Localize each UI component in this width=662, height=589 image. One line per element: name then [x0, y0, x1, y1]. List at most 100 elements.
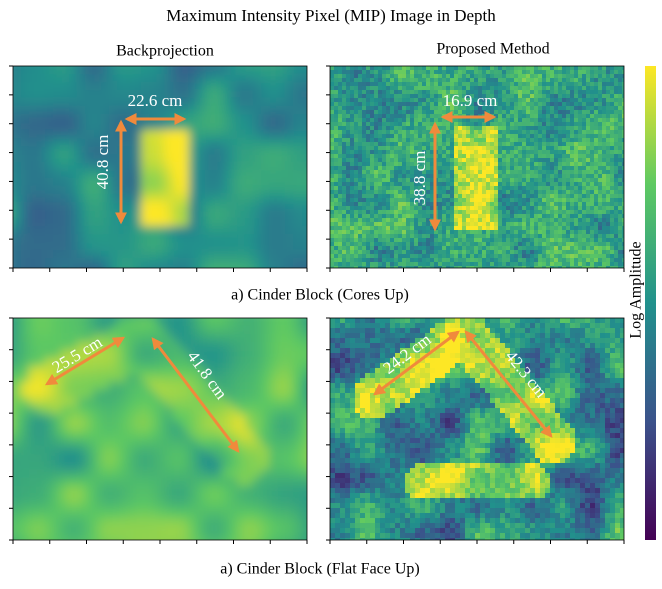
heatmap-cell [406, 222, 411, 227]
heatmap-cell [534, 146, 539, 151]
heatmap-cell [125, 74, 134, 83]
heatmap-cell [173, 154, 182, 163]
heatmap-cell [534, 230, 539, 235]
heatmap-cell [534, 254, 539, 259]
heatmap-cell [342, 190, 347, 195]
heatmap-cell [430, 106, 435, 111]
heatmap-cell [466, 190, 471, 195]
heatmap-cell [338, 234, 343, 239]
heatmap-cell [474, 194, 479, 199]
heatmap-cell [490, 258, 495, 263]
heatmap-cell [554, 186, 559, 191]
heatmap-cell [598, 70, 603, 75]
heatmap-cell [346, 242, 351, 247]
heatmap-cell [574, 202, 579, 207]
heatmap-cell [566, 226, 571, 231]
heatmap-cell [61, 58, 70, 67]
heatmap-cell [334, 210, 339, 215]
heatmap-cell [470, 170, 475, 175]
heatmap-cell [538, 106, 543, 111]
heatmap-cell [526, 250, 531, 255]
heatmap-cell [253, 122, 262, 131]
heatmap-cell [442, 238, 447, 243]
heatmap-cell [350, 218, 355, 223]
heatmap-cell [205, 234, 214, 243]
heatmap-cell [342, 174, 347, 179]
heatmap-cell [614, 194, 619, 199]
heatmap-cell [61, 202, 70, 211]
heatmap-cell [614, 78, 619, 83]
heatmap-cell [378, 134, 383, 139]
heatmap-cell [390, 170, 395, 175]
heatmap-cell [474, 210, 479, 215]
heatmap-cell [410, 74, 415, 79]
heatmap-cell [245, 130, 254, 139]
heatmap-cell [574, 250, 579, 255]
heatmap-cell [558, 126, 563, 131]
heatmap-cell [514, 238, 519, 243]
heatmap-cell [474, 74, 479, 79]
heatmap-cell [586, 146, 591, 151]
heatmap-cell [434, 102, 439, 107]
heatmap-cell [342, 170, 347, 175]
heatmap-cell [578, 226, 583, 231]
heatmap-cell [277, 202, 286, 211]
heatmap-cell [330, 114, 335, 119]
heatmap-cell [522, 242, 527, 247]
heatmap-cell [482, 110, 487, 115]
heatmap-cell [350, 246, 355, 251]
heatmap-cell [61, 218, 70, 227]
heatmap-cell [189, 154, 198, 163]
heatmap-cell [354, 86, 359, 91]
heatmap-cell [5, 154, 14, 163]
heatmap-cell [562, 230, 567, 235]
heatmap-cell [466, 230, 471, 235]
heatmap-cell [338, 226, 343, 231]
heatmap-cell [566, 146, 571, 151]
heatmap-cell [470, 222, 475, 227]
heatmap-cell [586, 150, 591, 155]
heatmap-cell [37, 202, 46, 211]
heatmap-cell [510, 102, 515, 107]
heatmap-cell [602, 226, 607, 231]
heatmap-cell [229, 242, 238, 251]
heatmap-cell [502, 210, 507, 215]
heatmap-cell [253, 258, 262, 267]
heatmap-cell [574, 214, 579, 219]
heatmap-cell [426, 262, 431, 267]
heatmap-cell [438, 74, 443, 79]
heatmap-cell [309, 266, 318, 275]
heatmap-cell [506, 202, 511, 207]
heatmap-cell [474, 158, 479, 163]
heatmap-cell [13, 234, 22, 243]
heatmap-cell [582, 198, 587, 203]
heatmap-cell [358, 114, 363, 119]
heatmap-cell [149, 266, 158, 275]
heatmap-cell [502, 218, 507, 223]
heatmap-cell [546, 210, 551, 215]
heatmap-cell [382, 230, 387, 235]
heatmap-cell [350, 186, 355, 191]
heatmap-cell [566, 154, 571, 159]
heatmap-cell [614, 122, 619, 127]
heatmap-cell [462, 110, 467, 115]
heatmap-cell [538, 210, 543, 215]
heatmap-cell [454, 166, 459, 171]
heatmap-cell [93, 234, 102, 243]
heatmap-cell [578, 246, 583, 251]
heatmap-cell [21, 122, 30, 131]
heatmap-cell [606, 190, 611, 195]
heatmap-cell [85, 106, 94, 115]
heatmap-cell [602, 242, 607, 247]
heatmap-cell [474, 254, 479, 259]
heatmap-cell [261, 106, 270, 115]
heatmap-cell [21, 66, 30, 75]
heatmap-cell [538, 110, 543, 115]
heatmap-cell [486, 70, 491, 75]
heatmap-cell [562, 258, 567, 263]
heatmap-cell [221, 66, 230, 75]
heatmap-cell [558, 210, 563, 215]
heatmap-cell [502, 186, 507, 191]
heatmap-cell [570, 262, 575, 267]
heatmap-cell [221, 242, 230, 251]
